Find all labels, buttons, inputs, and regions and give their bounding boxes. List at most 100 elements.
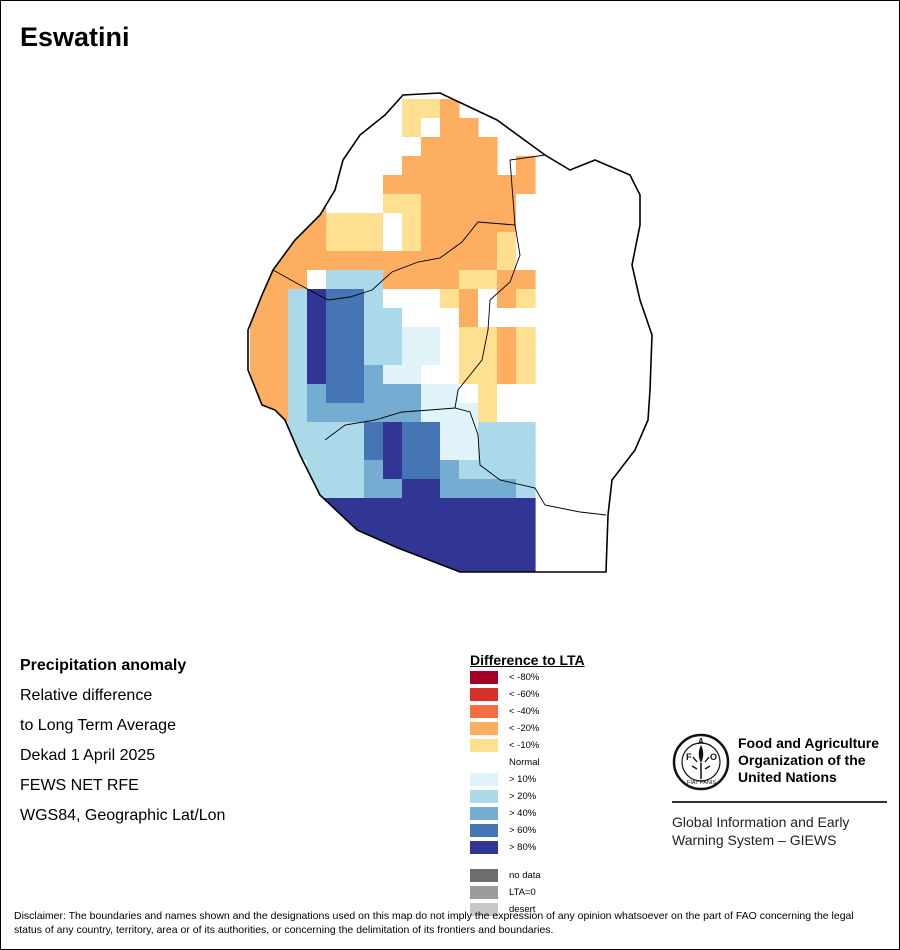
grid-cell bbox=[459, 232, 479, 252]
grid-cell bbox=[326, 251, 346, 271]
grid-cell bbox=[269, 232, 289, 252]
grid-cell bbox=[345, 441, 365, 461]
grid-cell bbox=[459, 384, 479, 404]
grid-cell bbox=[326, 479, 346, 499]
legend-swatch-lta-zero bbox=[470, 886, 498, 899]
info-line-4: FEWS NET RFE bbox=[20, 777, 139, 794]
legend-swatch-gt-20 bbox=[470, 790, 498, 803]
grid-cell bbox=[516, 232, 536, 252]
grid-cell bbox=[497, 346, 517, 366]
grid-cell bbox=[307, 346, 327, 366]
fao-name-line-1: Food and Agriculture bbox=[738, 735, 880, 751]
grid-cell bbox=[345, 479, 365, 499]
grid-cell bbox=[307, 289, 327, 309]
grid-cell bbox=[326, 536, 346, 556]
grid-cell bbox=[421, 441, 441, 461]
grid-cell bbox=[421, 327, 441, 347]
info-line-1: Relative difference bbox=[20, 687, 153, 704]
grid-cell bbox=[459, 118, 479, 138]
grid-cell bbox=[345, 498, 365, 518]
grid-cell bbox=[383, 574, 403, 594]
grid-cell bbox=[364, 441, 384, 461]
grid-cell bbox=[364, 251, 384, 271]
grid-cell bbox=[459, 175, 479, 195]
grid-cell bbox=[516, 251, 536, 271]
svg-text:F: F bbox=[686, 752, 692, 762]
grid-cell bbox=[478, 384, 498, 404]
grid-cell bbox=[364, 213, 384, 233]
grid-cell bbox=[497, 555, 517, 572]
grid-cell bbox=[269, 289, 289, 309]
legend-label-lt-40: < -40% bbox=[509, 706, 540, 717]
grid-cell bbox=[478, 365, 498, 385]
legend-swatch-gt-60 bbox=[470, 824, 498, 837]
grid-cell bbox=[402, 574, 422, 594]
legend-swatch-gt-40 bbox=[470, 807, 498, 820]
grid-cell bbox=[345, 194, 365, 214]
fao-logo-icon: F O A FIAT PANIS bbox=[672, 733, 730, 791]
grid-cell bbox=[478, 460, 498, 480]
grid-cell bbox=[421, 479, 441, 499]
grid-cell bbox=[383, 555, 403, 572]
grid-cell bbox=[402, 118, 422, 138]
grid-cell bbox=[326, 213, 346, 233]
info-heading: Precipitation anomaly bbox=[20, 657, 187, 674]
grid-cell bbox=[288, 327, 308, 347]
legend-swatch-gt-80 bbox=[470, 841, 498, 854]
grid-cell bbox=[307, 460, 327, 480]
grid-cell bbox=[250, 327, 270, 347]
grid-cell bbox=[459, 137, 479, 157]
grid-cell bbox=[383, 232, 403, 252]
grid-cell bbox=[326, 403, 346, 423]
grid-cell bbox=[383, 213, 403, 233]
grid-cell bbox=[402, 194, 422, 214]
grid-cell bbox=[421, 422, 441, 442]
grid-cell bbox=[307, 137, 327, 157]
grid-cell bbox=[421, 536, 441, 556]
grid-cell bbox=[326, 232, 346, 252]
grid-cell bbox=[307, 384, 327, 404]
grid-cell bbox=[383, 422, 403, 442]
grid-cell bbox=[478, 232, 498, 252]
fao-name-line-2: Organization of the bbox=[738, 752, 866, 768]
grid-cell bbox=[478, 175, 498, 195]
grid-cell bbox=[421, 308, 441, 328]
grid-cell bbox=[402, 308, 422, 328]
giews-line-1: Global Information and Early bbox=[672, 814, 850, 830]
grid-cell bbox=[478, 194, 498, 214]
grid-cell bbox=[497, 308, 517, 328]
grid-cell bbox=[383, 384, 403, 404]
grid-cell bbox=[478, 403, 498, 423]
grid-cell bbox=[440, 460, 460, 480]
grid-cell bbox=[440, 137, 460, 157]
grid-cell bbox=[440, 327, 460, 347]
grid-cell bbox=[421, 118, 441, 138]
grid-cell bbox=[269, 346, 289, 366]
grid-cell bbox=[364, 270, 384, 290]
legend-label-lt-10: < -10% bbox=[509, 740, 540, 751]
legend-label-gt-40: > 40% bbox=[509, 808, 537, 819]
grid-cell bbox=[345, 232, 365, 252]
grid-cell bbox=[383, 460, 403, 480]
legend-label-desert: desert bbox=[509, 904, 536, 915]
grid-cell bbox=[402, 498, 422, 518]
grid-cell bbox=[383, 403, 403, 423]
grid-cell bbox=[497, 365, 517, 385]
grid-cell bbox=[402, 270, 422, 290]
legend-swatch-lt-40 bbox=[470, 705, 498, 718]
grid-cell bbox=[497, 384, 517, 404]
grid-cell bbox=[269, 270, 289, 290]
grid-cell bbox=[497, 194, 517, 214]
grid-cell bbox=[497, 327, 517, 347]
grid-cell bbox=[345, 289, 365, 309]
legend-label-normal: Normal bbox=[509, 757, 540, 768]
grid-cell bbox=[364, 498, 384, 518]
grid-cell bbox=[364, 422, 384, 442]
grid-cell bbox=[326, 441, 346, 461]
grid-cell bbox=[402, 327, 422, 347]
legend-swatch-lt-20 bbox=[470, 722, 498, 735]
grid-cell bbox=[516, 479, 536, 499]
grid-cell bbox=[288, 289, 308, 309]
grid-cell bbox=[421, 365, 441, 385]
svg-text:FIAT PANIS: FIAT PANIS bbox=[687, 780, 716, 786]
